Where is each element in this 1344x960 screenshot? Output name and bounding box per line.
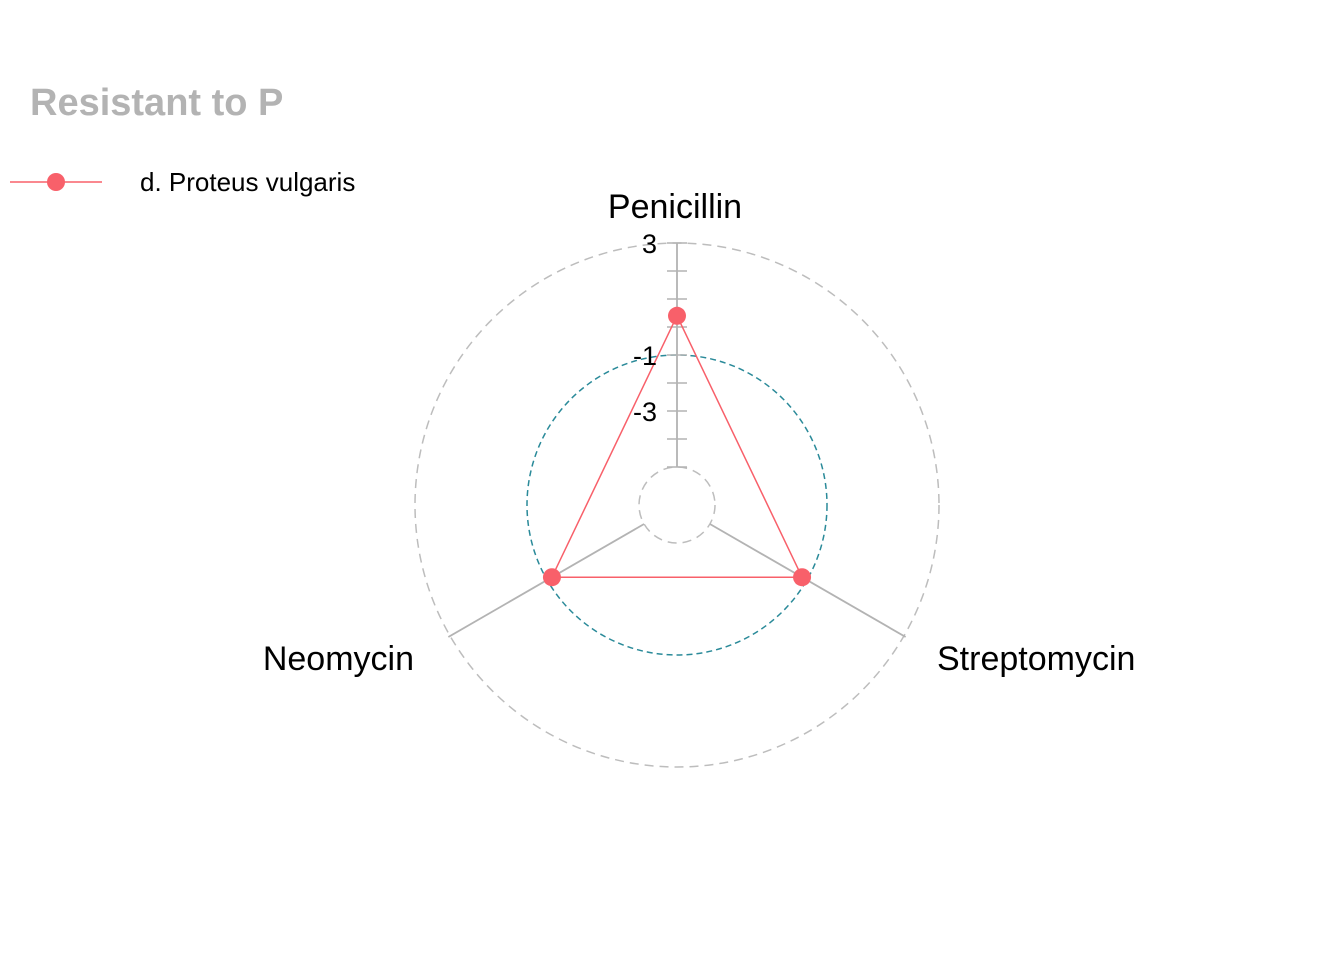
- series-layer: [542, 306, 812, 587]
- legend-label: d. Proteus vulgaris: [140, 166, 356, 197]
- label-layer: 3 -1 -3 Penicillin Streptomycin Neomycin: [263, 188, 1136, 678]
- legend-swatch-icon: [10, 173, 102, 191]
- reference-circle-1: [526, 354, 828, 656]
- data-point-penicillin: [668, 306, 686, 325]
- chart-title: Resistant to P: [30, 82, 284, 124]
- data-point-neomycin: [542, 568, 561, 587]
- axis-label-streptomycin: Streptomycin: [937, 640, 1135, 678]
- tick-label: 3: [642, 229, 657, 259]
- axis-label-penicillin: Penicillin: [608, 188, 742, 226]
- series-line: [550, 314, 804, 578]
- axis-layer: [447, 242, 907, 638]
- tick-label: -1: [633, 341, 657, 371]
- data-point-streptomycin: [793, 568, 812, 587]
- tick-label: -3: [633, 397, 657, 427]
- reference-circle-0: [638, 466, 716, 544]
- legend: d. Proteus vulgaris: [8, 162, 355, 202]
- axis-label-neomycin: Neomycin: [263, 640, 414, 678]
